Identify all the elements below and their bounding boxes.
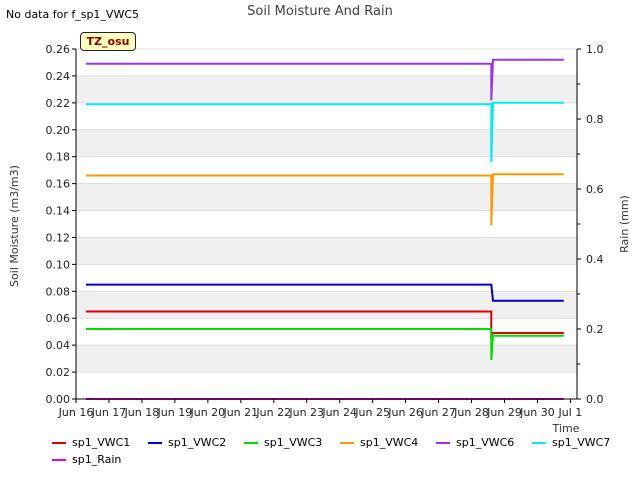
series-line-sp1_VWC6	[85, 58, 564, 101]
grid-band	[76, 237, 577, 265]
x-tick-label: Jun 26	[387, 406, 423, 419]
legend-swatch	[340, 442, 354, 444]
legend-item-sp1_VWC6: sp1_VWC6	[436, 436, 514, 450]
x-tick-label: Jun 17	[91, 406, 127, 419]
legend-item-sp1_VWC4: sp1_VWC4	[340, 436, 418, 450]
x-tick-label: Jun 25	[354, 406, 390, 419]
grid-band	[76, 129, 577, 157]
y-tick-label: 0.24	[46, 70, 71, 83]
y2-tick-label: 1.0	[586, 43, 604, 56]
legend-item-sp1_VWC3: sp1_VWC3	[244, 436, 322, 450]
y-tick-label: 0.18	[46, 151, 71, 164]
grid-lines	[76, 48, 577, 400]
y2-tick-label: 0.4	[586, 253, 604, 266]
timezone-badge: TZ_osu	[80, 32, 136, 51]
legend-label: sp1_VWC6	[456, 436, 515, 449]
legend-item-sp1_Rain: sp1_Rain	[52, 453, 121, 467]
legend-label: sp1_VWC1	[72, 436, 131, 449]
y-tick-label: 0.14	[46, 205, 71, 218]
x-tick-label: Jun 23	[288, 406, 324, 419]
grid-band	[76, 75, 577, 103]
x-tick-label: Jun 24	[321, 406, 357, 419]
series-line-sp1_VWC4	[85, 173, 564, 226]
y2-axis-label: Rain (mm)	[618, 195, 631, 253]
x-tick-label: Jun 30	[519, 406, 555, 419]
legend-label: sp1_VWC4	[360, 436, 419, 449]
legend-swatch	[244, 442, 258, 444]
y2-tick-label: 0.2	[586, 323, 604, 336]
legend-swatch	[532, 442, 546, 444]
legend-swatch	[52, 459, 66, 461]
y-tick-label: 0.26	[46, 43, 71, 56]
grid-bands	[76, 75, 577, 373]
x-tick-label: Jun 22	[255, 406, 291, 419]
grid-band	[76, 183, 577, 211]
y-tick-label: 0.04	[46, 339, 71, 352]
x-tick-label: Jun 19	[157, 406, 193, 419]
y2-tick-label: 0.6	[586, 183, 604, 196]
y-axis-label: Soil Moisture (m3/m3)	[8, 165, 21, 287]
y-tick-label: 0.00	[46, 393, 71, 406]
legend-label: sp1_Rain	[72, 453, 122, 466]
legend-label: sp1_VWC7	[552, 436, 611, 449]
chart-title: Soil Moisture And Rain	[247, 4, 393, 19]
y-tick-label: 0.08	[46, 285, 71, 298]
x-tick-label: Jun 16	[58, 406, 94, 419]
series-line-sp1_VWC2	[85, 283, 564, 302]
legend-swatch	[52, 442, 66, 444]
grid-band	[76, 291, 577, 319]
y2-tick-label: 0.0	[586, 393, 604, 406]
x-axis-label: Time	[552, 422, 580, 435]
y-axis-ticks: 0.00 0.02 0.04 0.06 0.08 0.10 0.12 0.14 0.16 0.18…	[46, 43, 76, 406]
x-tick-label: Jul 1	[558, 406, 583, 419]
legend-item-sp1_VWC2: sp1_VWC2	[148, 436, 226, 450]
x-tick-label: Jun 20	[189, 406, 225, 419]
y2-tick-label: 0.8	[586, 113, 604, 126]
y-tick-label: 0.12	[46, 231, 71, 244]
legend-swatch	[148, 442, 162, 444]
no-data-notice: No data for f_sp1_VWC5	[6, 8, 140, 21]
legend-item-sp1_VWC7: sp1_VWC7	[532, 436, 610, 450]
legend-label: sp1_VWC2	[168, 436, 227, 449]
y-tick-label: 0.02	[46, 366, 71, 379]
x-tick-label: Jun 27	[420, 406, 456, 419]
x-tick-label: Jun 18	[124, 406, 160, 419]
grid-band	[76, 345, 577, 373]
y2-axis-ticks: 0.0 0.2 0.4 0.6 0.8 1.0	[577, 43, 604, 406]
x-tick-label: Jun 29	[486, 406, 522, 419]
y-tick-label: 0.10	[46, 258, 71, 271]
legend-swatch	[436, 442, 450, 444]
x-tick-label: Jun 28	[453, 406, 489, 419]
legend-item-sp1_VWC1: sp1_VWC1	[52, 436, 130, 450]
y-tick-label: 0.22	[46, 97, 71, 110]
legend-label: sp1_VWC3	[264, 436, 323, 449]
x-tick-label: Jun 21	[222, 406, 258, 419]
y-tick-label: 0.06	[46, 312, 71, 325]
series-line-sp1_VWC3	[85, 328, 564, 361]
series-line-sp1_VWC7	[85, 101, 564, 163]
y-tick-label: 0.16	[46, 178, 71, 191]
y-tick-label: 0.20	[46, 124, 71, 137]
